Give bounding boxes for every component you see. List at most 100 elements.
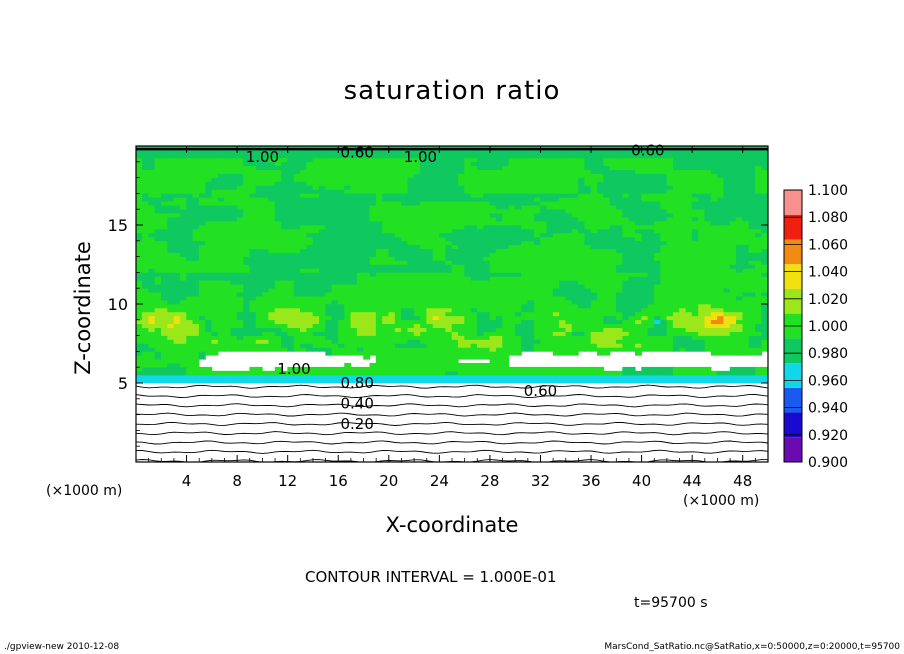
field-cell xyxy=(717,240,725,246)
field-cell xyxy=(723,307,731,313)
field-cell xyxy=(540,212,548,218)
field-cell xyxy=(287,370,295,376)
field-cell xyxy=(578,287,586,293)
field-cell xyxy=(476,181,484,186)
field-cell xyxy=(622,272,630,277)
field-cell xyxy=(736,204,744,210)
field-cell xyxy=(660,299,668,305)
field-cell xyxy=(476,303,484,309)
field-cell xyxy=(584,370,592,376)
field-cell xyxy=(401,201,409,206)
field-cell xyxy=(318,295,326,301)
field-cell xyxy=(742,331,750,336)
field-cell xyxy=(224,295,232,301)
field-cell xyxy=(287,189,295,194)
field-cell xyxy=(363,339,371,344)
field-cell xyxy=(426,287,434,293)
field-cell xyxy=(489,307,497,313)
field-cell xyxy=(136,177,143,182)
field-cell xyxy=(281,244,288,249)
field-cell xyxy=(211,339,219,344)
field-cell xyxy=(622,339,630,344)
field-cell xyxy=(401,193,409,198)
field-cell xyxy=(407,359,415,364)
field-cell xyxy=(729,331,737,336)
field-cell xyxy=(489,355,497,360)
field-cell xyxy=(755,252,762,257)
field-cell xyxy=(761,295,768,301)
field-cell xyxy=(628,220,636,226)
field-cell xyxy=(344,347,352,352)
field-cell xyxy=(527,228,535,234)
field-cell xyxy=(268,283,276,289)
field-cell xyxy=(394,331,402,336)
field-cell xyxy=(432,378,440,384)
field-cell xyxy=(571,343,579,348)
field-cell xyxy=(375,374,383,380)
field-cell xyxy=(344,370,352,376)
field-cell xyxy=(394,362,402,368)
field-cell xyxy=(514,248,522,253)
field-cell xyxy=(262,339,270,344)
field-cell xyxy=(439,347,446,352)
field-cell xyxy=(748,331,756,336)
field-cell xyxy=(540,295,548,301)
field-cell xyxy=(154,280,162,285)
field-cell xyxy=(255,204,263,210)
field-cell xyxy=(666,212,674,218)
field-cell xyxy=(363,295,371,301)
field-cell xyxy=(325,291,333,297)
field-cell xyxy=(306,268,314,273)
field-cell xyxy=(148,208,156,214)
field-cell xyxy=(413,240,421,246)
field-cell xyxy=(641,240,649,246)
field-cell xyxy=(634,236,642,242)
field-cell xyxy=(578,240,586,246)
field-cell xyxy=(717,220,725,226)
field-cell xyxy=(318,299,326,305)
field-cell xyxy=(603,232,611,238)
field-cell xyxy=(142,319,149,325)
field-cell xyxy=(483,177,491,182)
field-cell xyxy=(666,339,674,344)
field-cell xyxy=(192,272,200,277)
field-cell xyxy=(458,362,465,368)
field-cell xyxy=(559,264,567,269)
field-cell xyxy=(243,208,251,214)
field-cell xyxy=(255,287,263,293)
field-cell xyxy=(634,276,642,281)
field-cell xyxy=(584,201,592,206)
field-cell xyxy=(464,355,472,360)
field-cell xyxy=(350,331,358,336)
field-cell xyxy=(375,315,383,321)
field-cell xyxy=(672,216,680,222)
field-cell xyxy=(432,264,440,269)
field-cell xyxy=(413,204,421,210)
field-cell xyxy=(514,307,522,313)
field-cell xyxy=(476,299,484,305)
field-cell xyxy=(243,260,251,265)
field-cell xyxy=(337,264,345,269)
field-cell xyxy=(350,335,358,340)
field-cell xyxy=(142,291,149,297)
field-cell xyxy=(331,315,339,321)
field-cell xyxy=(660,366,668,372)
field-cell xyxy=(224,272,232,277)
field-cell xyxy=(331,228,339,234)
field-cell xyxy=(489,212,497,218)
field-cell xyxy=(192,173,200,178)
field-cell xyxy=(198,335,206,340)
field-cell xyxy=(363,311,371,317)
field-cell xyxy=(483,370,491,376)
field-cell xyxy=(230,256,238,261)
field-cell xyxy=(666,232,674,238)
field-cell xyxy=(217,216,225,222)
field-cell xyxy=(394,208,402,214)
field-cell xyxy=(337,177,345,182)
field-cell xyxy=(476,295,484,301)
field-cell xyxy=(198,303,206,309)
field-cell xyxy=(136,295,143,301)
field-cell xyxy=(306,335,314,340)
field-cell xyxy=(685,248,693,253)
field-cell xyxy=(293,287,301,293)
